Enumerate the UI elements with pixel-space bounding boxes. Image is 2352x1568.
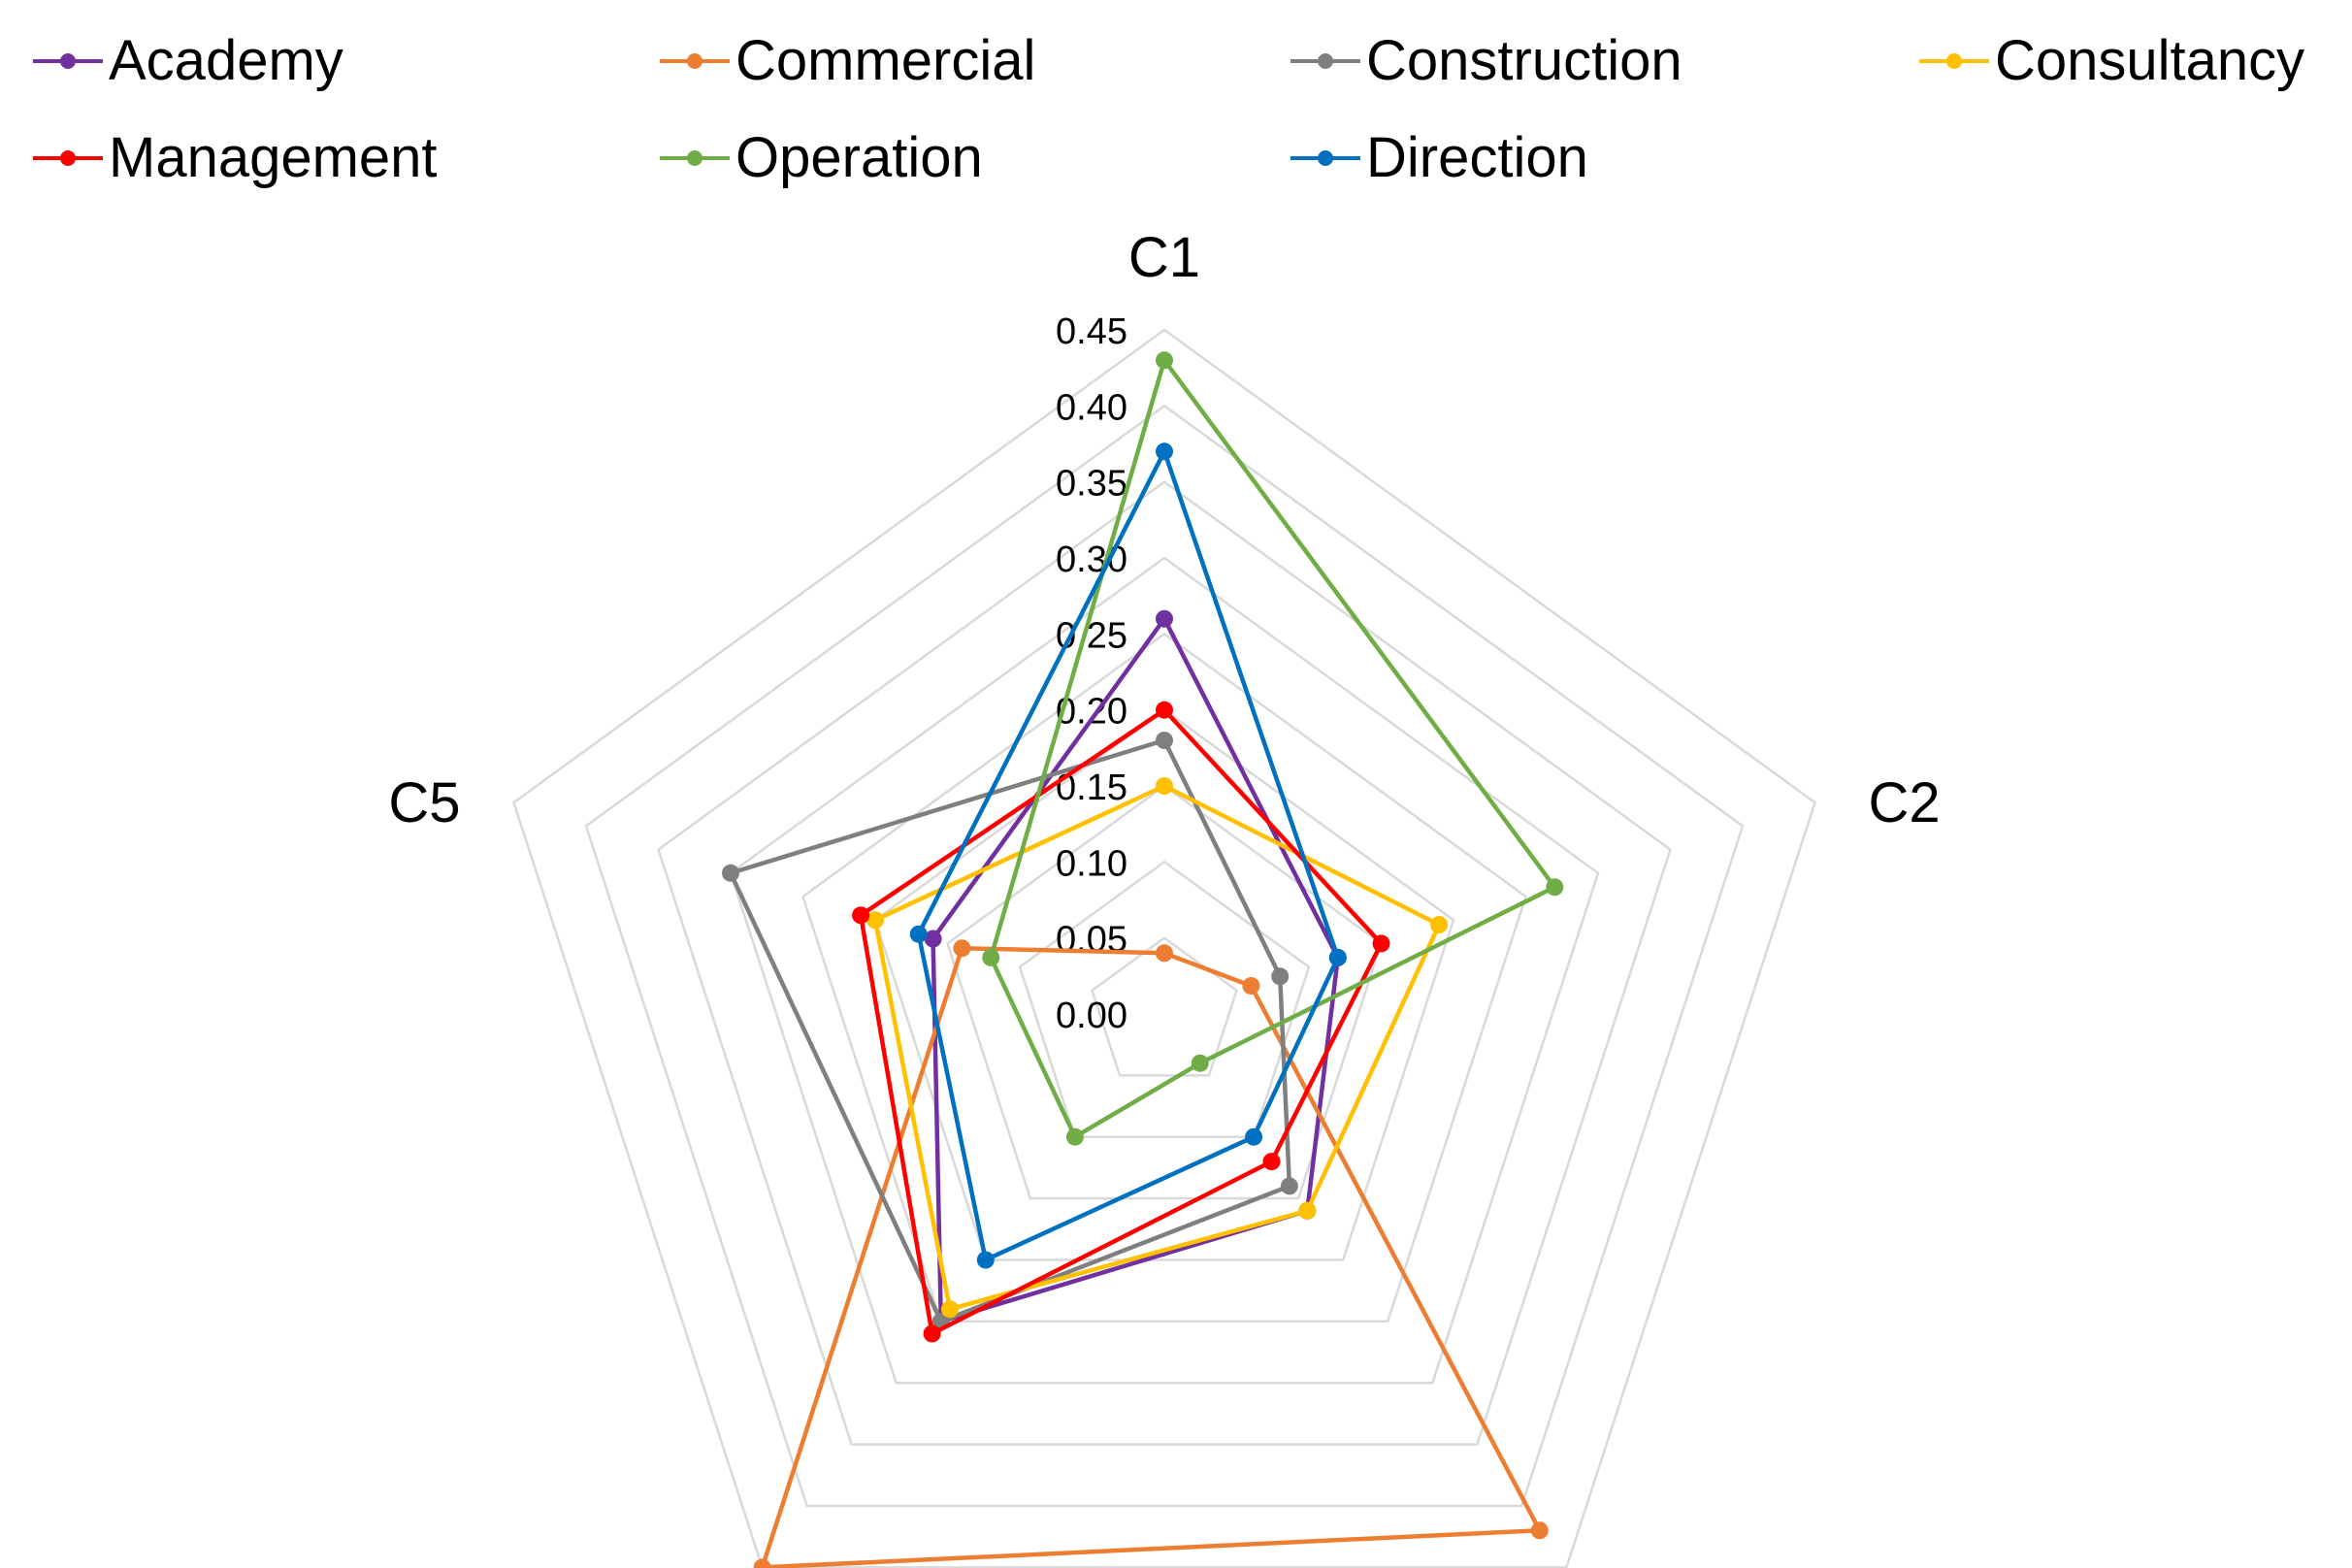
data-point-direction-c3[interactable] (1245, 1127, 1263, 1146)
radial-tick-label: 0.40 (1056, 387, 1127, 428)
data-point-commercial-c1[interactable] (1156, 944, 1173, 963)
data-point-construction-c1[interactable] (1156, 732, 1173, 749)
legend: Academy Commercial Construction Consulta… (0, 0, 2352, 213)
data-point-consultancy-c5[interactable] (866, 911, 884, 930)
data-point-operation-c2[interactable] (1546, 878, 1564, 897)
grid-ring (1091, 936, 1238, 1077)
legend-label-commercial: Commercial (735, 28, 1036, 92)
legend-marker-construction (1290, 21, 1360, 99)
data-point-operation-c1[interactable] (1156, 351, 1173, 370)
radial-tick-label: 0.45 (1056, 311, 1127, 352)
legend-marker-consultancy (1919, 21, 1989, 99)
legend-marker-operation (660, 118, 730, 196)
legend-label-consultancy: Consultancy (1995, 28, 2305, 92)
series-line-commercial[interactable] (760, 945, 1543, 1568)
series-line-construction[interactable] (728, 737, 1292, 1324)
series-line-operation[interactable] (988, 358, 1557, 1139)
data-point-commercial-c2[interactable] (1242, 977, 1260, 995)
data-point-academy-c5[interactable] (924, 930, 942, 948)
legend-label-management: Management (109, 125, 438, 189)
legend-label-direction: Direction (1366, 125, 1588, 189)
category-axis-labels: C1 C2 C3 C4 C5 (388, 226, 1940, 1568)
axis-label-c5: C5 (388, 771, 460, 834)
legend-marker-commercial (660, 21, 730, 99)
axis-label-c4: C4 (656, 1560, 728, 1568)
series-management[interactable] (852, 701, 1390, 1343)
data-point-management-c4[interactable] (923, 1324, 941, 1343)
grid-ring (873, 708, 1455, 1261)
grid-ring (584, 404, 1745, 1508)
data-point-consultancy-c3[interactable] (1298, 1201, 1317, 1220)
radial-tick-label: 0.35 (1056, 464, 1127, 505)
series-line-academy[interactable] (931, 616, 1341, 1324)
data-point-commercial-c3[interactable] (1530, 1521, 1549, 1540)
series-consultancy[interactable] (866, 777, 1449, 1319)
grid-ring (801, 632, 1527, 1323)
data-point-management-c5[interactable] (852, 906, 870, 925)
data-point-construction-c3[interactable] (1280, 1177, 1298, 1195)
data-point-direction-c5[interactable] (909, 925, 928, 943)
series-line-direction[interactable] (916, 449, 1341, 1262)
series-operation[interactable] (982, 351, 1564, 1146)
series-line-management[interactable] (858, 707, 1384, 1336)
data-point-commercial-c4[interactable] (753, 1558, 771, 1568)
data-point-commercial-c5[interactable] (953, 939, 971, 958)
data-point-operation-c5[interactable] (982, 948, 1000, 966)
legend-item-management[interactable]: Management (33, 118, 438, 196)
data-point-direction-c1[interactable] (1156, 442, 1173, 461)
grid-ring (657, 480, 1672, 1446)
grid-ring (512, 328, 1816, 1568)
data-point-operation-c4[interactable] (1065, 1127, 1084, 1146)
legend-item-direction[interactable]: Direction (1290, 118, 1588, 196)
radial-tick-label: 0.10 (1056, 843, 1127, 884)
series-direction[interactable] (909, 442, 1347, 1269)
data-point-construction-c2[interactable] (1271, 967, 1290, 986)
legend-marker-academy (33, 21, 103, 99)
axis-label-c2: C2 (1868, 771, 1940, 834)
radar-grid (512, 328, 1816, 1568)
data-point-management-c1[interactable] (1156, 701, 1173, 719)
legend-label-construction: Construction (1366, 28, 1682, 92)
data-point-management-c2[interactable] (1372, 934, 1390, 953)
grid-ring (729, 556, 1600, 1385)
radial-tick-label: 0.25 (1056, 615, 1127, 656)
axis-label-c3: C3 (1600, 1560, 1672, 1568)
legend-item-consultancy[interactable]: Consultancy (1919, 21, 2304, 99)
legend-label-academy: Academy (109, 28, 343, 92)
data-point-construction-c5[interactable] (722, 864, 739, 882)
data-point-direction-c2[interactable] (1328, 948, 1347, 966)
axis-label-c1: C1 (1128, 226, 1200, 289)
grid-ring (946, 784, 1383, 1200)
series-line-consultancy[interactable] (872, 783, 1442, 1312)
legend-item-construction[interactable]: Construction (1290, 21, 1682, 99)
data-point-direction-c4[interactable] (976, 1251, 995, 1269)
radial-tick-labels: 0.000.050.100.150.200.250.300.350.400.45 (1056, 311, 1127, 1036)
legend-label-operation: Operation (735, 125, 983, 189)
data-point-management-c3[interactable] (1262, 1153, 1281, 1171)
series-layer (722, 351, 1564, 1568)
legend-item-academy[interactable]: Academy (33, 21, 343, 99)
data-point-consultancy-c1[interactable] (1156, 777, 1173, 795)
data-point-operation-c3[interactable] (1191, 1054, 1209, 1072)
legend-marker-management (33, 118, 103, 196)
data-point-consultancy-c4[interactable] (941, 1300, 959, 1319)
series-commercial[interactable] (753, 939, 1549, 1568)
data-point-academy-c1[interactable] (1156, 609, 1173, 628)
legend-item-commercial[interactable]: Commercial (660, 21, 1035, 99)
legend-marker-direction (1290, 118, 1360, 196)
legend-item-operation[interactable]: Operation (660, 118, 983, 196)
radial-tick-label: 0.00 (1056, 996, 1127, 1036)
data-point-consultancy-c2[interactable] (1430, 916, 1449, 933)
radial-tick-label: 0.05 (1056, 920, 1127, 961)
